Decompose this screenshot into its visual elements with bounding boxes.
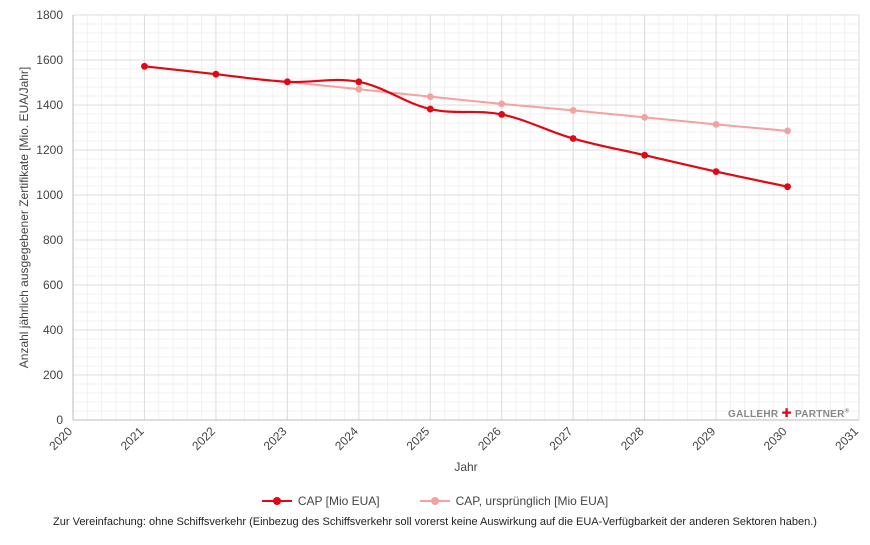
minor-grid [73, 15, 859, 420]
data-point [784, 183, 791, 191]
data-point [212, 70, 220, 78]
legend-label: CAP [Mio EUA] [297, 494, 380, 508]
x-tick-label: 2025 [404, 424, 433, 453]
x-tick-label: 2023 [261, 424, 290, 453]
data-point [426, 105, 434, 113]
data-point [426, 93, 434, 101]
x-tick-label: 2022 [189, 424, 218, 453]
y-tick-label: 1200 [36, 143, 63, 157]
registered-mark: ® [844, 408, 850, 415]
x-tick-label: 2026 [475, 424, 504, 453]
y-tick-label: 1600 [36, 53, 63, 67]
series-layer [141, 62, 791, 191]
footnote: Zur Vereinfachung: ohne Schiffsverkehr (… [53, 516, 817, 528]
x-axis-title: Jahr [454, 460, 477, 474]
x-tick-label: 2020 [46, 424, 75, 453]
legend-item-2[interactable]: CAP, ursprünglich [Mio EUA] [419, 494, 609, 508]
axes [72, 15, 859, 421]
data-point [641, 113, 649, 121]
legend-marker-icon [261, 496, 292, 506]
cross-icon: ✚ [781, 406, 792, 420]
y-tick-label: 200 [43, 368, 63, 382]
x-tick-label: 2030 [761, 424, 790, 453]
data-point [784, 127, 791, 135]
watermark-right: PARTNER [794, 409, 845, 420]
series-line [144, 65, 788, 188]
legend-label: CAP, ursprünglich [Mio EUA] [455, 494, 609, 508]
x-tick-label: 2021 [118, 424, 147, 453]
series-line [287, 80, 788, 132]
watermark-left: GALLEHR [728, 409, 779, 420]
data-point [712, 120, 720, 128]
y-tick-label: 1400 [36, 98, 63, 112]
y-tick-label: 0 [56, 413, 63, 427]
legend-marker-icon [419, 496, 450, 506]
data-point [712, 168, 720, 176]
x-tick-label: 2028 [618, 424, 647, 453]
data-point [283, 78, 291, 86]
x-tick-label: 2024 [332, 424, 361, 453]
legend-item-1[interactable]: CAP [Mio EUA] [261, 494, 380, 508]
line-chart: 2020 2021 2022 2023 2024 2025 2026 2027 2028 2029… [17, 8, 861, 474]
data-point [355, 85, 363, 93]
chart-legend: CAP [Mio EUA] CAP, ursprünglich [Mio EUA] [0, 494, 870, 508]
y-axis-title: Anzahl jährlich ausgegebener Zertifikate… [17, 67, 31, 368]
data-point [569, 135, 577, 142]
data-point [141, 62, 148, 70]
y-tick-label: 400 [43, 323, 63, 337]
data-point [355, 78, 363, 86]
major-grid [72, 14, 860, 421]
data-point [641, 151, 649, 159]
y-tick-label: 1000 [36, 188, 63, 202]
x-tick-label: 2031 [832, 424, 861, 453]
data-point [498, 111, 506, 118]
data-point [569, 107, 577, 114]
x-tick-label: 2029 [689, 424, 718, 453]
y-tick-label: 600 [43, 278, 63, 292]
x-tick-label: 2027 [547, 424, 576, 453]
y-tick-label: 1800 [36, 8, 63, 22]
y-tick-label: 800 [43, 233, 63, 247]
brand-watermark: GALLEHR ✚ PARTNER® [728, 406, 849, 420]
data-point [498, 100, 506, 108]
series-1 [141, 62, 791, 191]
